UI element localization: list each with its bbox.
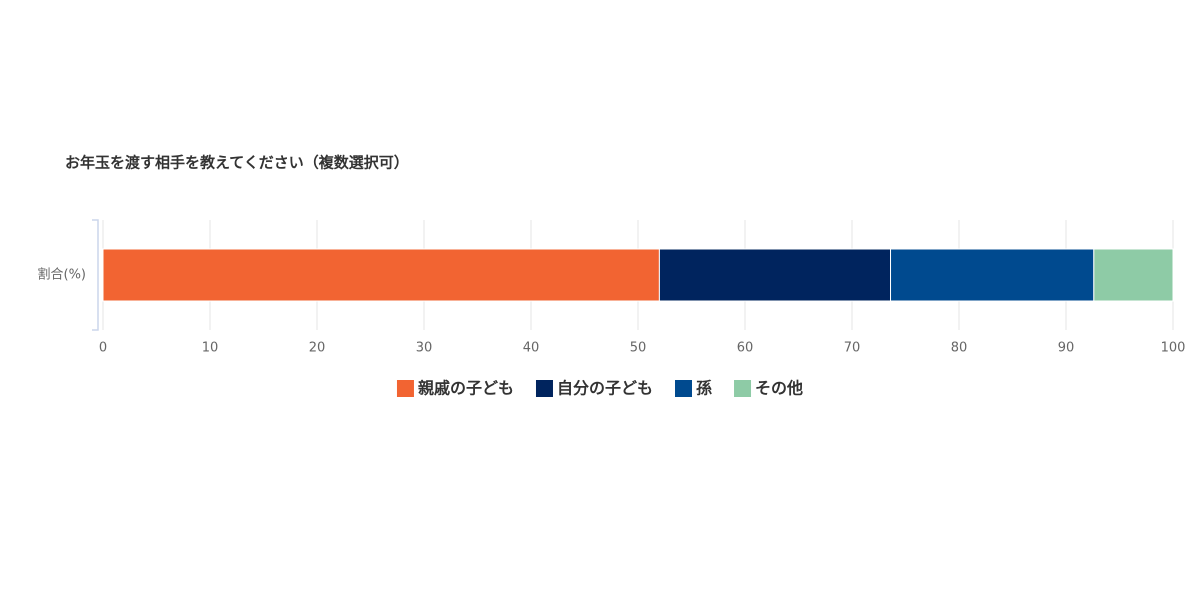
x-tick-label: 20 (309, 341, 326, 356)
y-tick-label: 割合(%) (38, 267, 87, 283)
x-tick-label: 30 (416, 341, 433, 356)
x-tick-label: 90 (1058, 341, 1075, 356)
x-tick-label: 50 (630, 341, 647, 356)
bar-segment (890, 248, 1095, 302)
x-tick-label: 70 (844, 341, 861, 356)
legend-label: 孫 (696, 379, 712, 398)
legend-label: その他 (755, 379, 803, 398)
x-tick-label: 80 (951, 341, 968, 356)
y-axis-line (92, 219, 99, 331)
bar-segment (102, 248, 660, 302)
x-tick-label: 40 (523, 341, 540, 356)
x-tick-label: 60 (737, 341, 754, 356)
legend-label: 親戚の子ども (418, 379, 514, 398)
legend-swatch (734, 380, 752, 397)
legend: 親戚の子ども 自分の子ども 孫 その他 (396, 379, 803, 398)
chart-title: お年玉を渡す相手を教えてください（複数選択可） (65, 154, 409, 172)
x-tick-label: 10 (202, 341, 219, 356)
bar-segment (1093, 248, 1174, 302)
legend-label: 自分の子ども (557, 379, 653, 398)
legend-swatch (535, 380, 553, 397)
x-tick-label: 100 (1161, 341, 1186, 356)
x-tick-label: 0 (99, 341, 107, 356)
legend-swatch (396, 380, 414, 397)
legend-swatch (675, 380, 692, 397)
bars (102, 248, 1174, 302)
bar-segment (658, 248, 892, 302)
